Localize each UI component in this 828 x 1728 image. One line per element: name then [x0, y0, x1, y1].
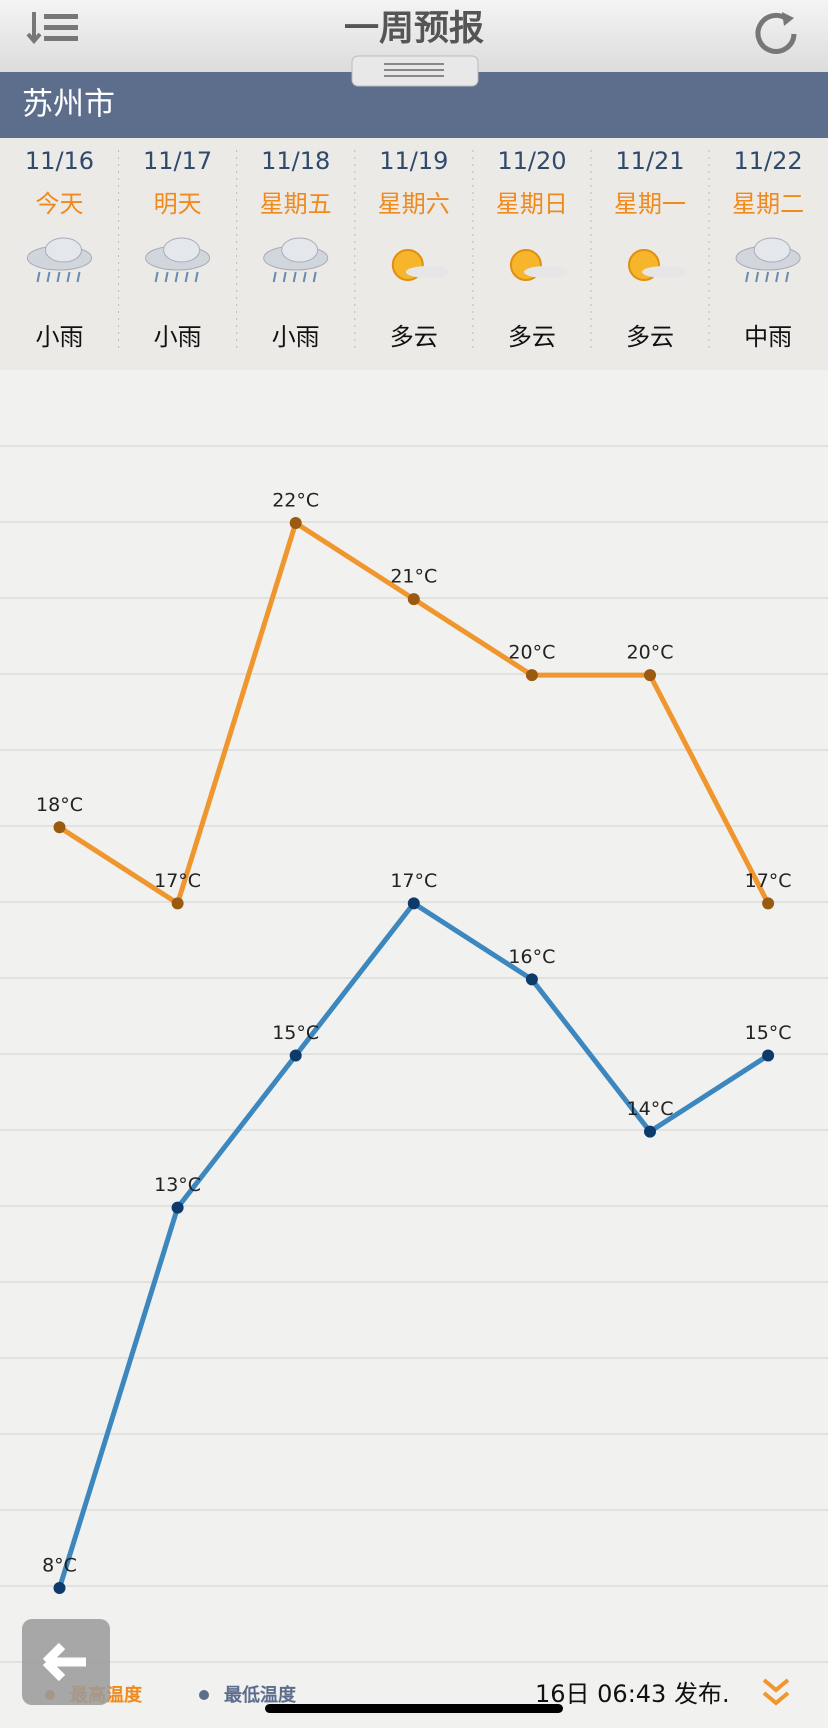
rain-drop — [46, 271, 51, 283]
rain-drop — [76, 271, 81, 283]
date-label: 11/18 — [261, 147, 330, 175]
weather-label: 小雨 — [36, 323, 84, 351]
refresh-arrow — [782, 12, 794, 26]
rain-drop — [164, 271, 169, 283]
rain-drop — [775, 271, 780, 283]
city-name: 苏州市 — [22, 87, 115, 123]
data-point — [53, 821, 66, 834]
legend-label: 最低温度 — [224, 1684, 297, 1706]
data-point — [289, 1049, 302, 1062]
rain-drop — [272, 271, 277, 283]
cloud-icon-top — [753, 237, 791, 263]
date-label: 11/19 — [379, 147, 448, 175]
weather-label: 小雨 — [272, 323, 320, 351]
weekday-label: 星期五 — [260, 190, 332, 218]
weather-label: 小雨 — [154, 323, 202, 351]
rain-drop — [745, 271, 750, 283]
rain-drop — [174, 271, 179, 283]
data-label: 15°C — [745, 1022, 792, 1044]
data-point — [525, 973, 538, 986]
data-label: 20°C — [508, 642, 555, 664]
data-label: 13°C — [154, 1174, 201, 1196]
rain-drop — [154, 271, 159, 283]
back-arrow — [42, 1642, 86, 1682]
rain-drop — [755, 271, 760, 283]
cloud-icon — [523, 266, 568, 278]
date-label: 11/20 — [497, 147, 566, 175]
legend-dot — [199, 1690, 209, 1700]
weather-label: 多云 — [508, 323, 556, 351]
rain-drop — [765, 271, 770, 283]
date-label: 11/16 — [25, 147, 94, 175]
data-point — [525, 669, 538, 682]
rain-drop — [184, 271, 189, 283]
data-label: 17°C — [745, 870, 792, 892]
paper-lines — [0, 445, 828, 1663]
weekday-label: 星期一 — [614, 190, 686, 218]
rain-drop — [282, 271, 287, 283]
publish-time: 16日 06:43 发布. — [535, 1680, 730, 1708]
page-title: 一周预报 — [344, 9, 484, 49]
date-label: 11/17 — [143, 147, 212, 175]
cloud-icon-top — [281, 237, 319, 263]
home-indicator — [265, 1704, 563, 1713]
refresh-button[interactable] — [755, 12, 797, 54]
rain-drop — [302, 271, 307, 283]
pull-tab-lines — [384, 63, 444, 77]
rain-drop — [312, 271, 317, 283]
rain-drop — [785, 271, 790, 283]
cloud-icon — [642, 266, 686, 278]
data-point — [407, 593, 420, 606]
data-label: 17°C — [154, 870, 201, 892]
cloud-icon-top — [163, 237, 201, 263]
data-label: 15°C — [272, 1022, 319, 1044]
data-point — [407, 897, 420, 910]
data-label: 18°C — [36, 794, 83, 816]
data-point — [171, 1201, 184, 1214]
data-point — [644, 1125, 656, 1138]
weather-label: 多云 — [390, 323, 438, 351]
weekday-label: 星期二 — [732, 190, 804, 218]
rain-drop — [56, 271, 61, 283]
data-label: 17°C — [390, 870, 437, 892]
data-point — [762, 1049, 775, 1062]
menu-button[interactable] — [26, 12, 78, 45]
date-label: 11/21 — [615, 147, 684, 175]
data-point — [644, 669, 656, 682]
data-label: 16°C — [508, 946, 555, 968]
cloud-icon — [405, 266, 450, 278]
data-label: 22°C — [272, 490, 319, 512]
weekday-label: 星期日 — [496, 190, 568, 218]
cloud-icon-top — [45, 237, 82, 263]
data-label: 8°C — [42, 1555, 77, 1577]
rain-drop — [292, 271, 297, 283]
more-button[interactable] — [762, 1678, 790, 1706]
weekday-label: 今天 — [36, 190, 84, 218]
weather-label: 多云 — [626, 323, 674, 351]
date-label: 11/22 — [734, 147, 803, 175]
data-point — [53, 1582, 66, 1594]
weather-label: 中雨 — [744, 323, 792, 351]
data-label: 21°C — [390, 566, 437, 588]
weekday-label: 星期六 — [378, 190, 450, 218]
data-point — [171, 897, 184, 910]
data-label: 20°C — [627, 642, 674, 664]
data-point — [762, 897, 775, 910]
rain-drop — [36, 271, 41, 283]
rain-drop — [66, 271, 71, 283]
weekday-label: 明天 — [154, 190, 202, 218]
rain-drop — [194, 271, 199, 283]
data-point — [289, 517, 302, 529]
data-label: 14°C — [627, 1098, 674, 1120]
